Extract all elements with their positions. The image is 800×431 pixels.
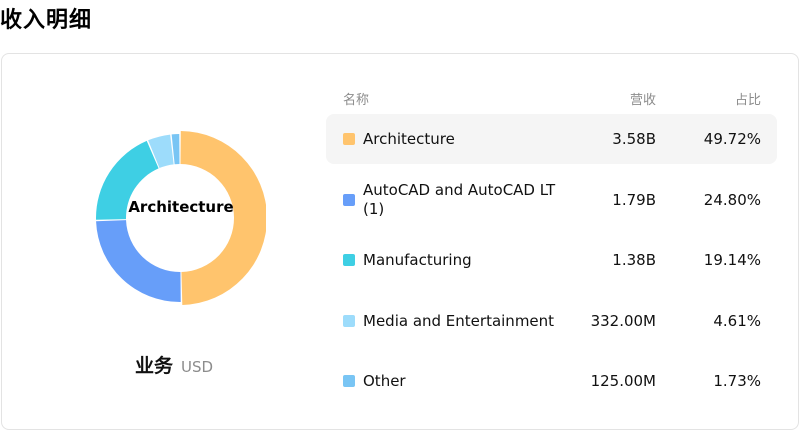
header-share: 占比 (734, 93, 761, 108)
legend-swatch (343, 194, 355, 206)
row-revenue: 332.00M (590, 312, 656, 330)
table-row[interactable]: Media and Entertainment 332.00M 4.61% (326, 296, 777, 346)
row-share: 4.61% (713, 312, 761, 330)
currency-label: USD (181, 358, 214, 376)
row-revenue: 1.79B (612, 191, 656, 209)
row-revenue: 1.38B (612, 251, 656, 269)
row-share: 49.72% (703, 130, 761, 148)
table-header: 名称 营收 占比 (326, 81, 777, 111)
segment-name: 业务 (135, 355, 174, 377)
row-share: 1.73% (713, 372, 761, 390)
table-row[interactable]: Architecture 3.58B 49.72% (326, 114, 777, 164)
row-name: Manufacturing (363, 250, 472, 269)
donut-slice[interactable] (180, 131, 266, 305)
legend-swatch (343, 254, 355, 266)
row-name: Other (363, 371, 406, 390)
row-name: Media and Entertainment (363, 311, 555, 330)
donut-slice[interactable] (171, 134, 180, 165)
segment-label: 业务 USD (135, 351, 214, 377)
donut-center-label: Architecture (128, 198, 234, 216)
row-name: AutoCAD and AutoCAD LT (1) (363, 181, 556, 218)
donut-chart: Architecture (96, 130, 266, 308)
donut-svg (96, 131, 266, 305)
row-revenue: 3.58B (612, 130, 656, 148)
row-name: Architecture (363, 129, 455, 148)
donut-slice[interactable] (96, 220, 181, 302)
page-title: 收入明细 (0, 8, 93, 33)
legend-swatch (343, 315, 355, 327)
table-row[interactable]: Manufacturing 1.38B 19.14% (326, 235, 777, 285)
header-revenue: 营收 (629, 93, 656, 108)
revenue-card: Architecture 业务 USD 名称 营收 占比 Architectur… (1, 53, 799, 430)
table-row[interactable]: AutoCAD and AutoCAD LT (1) 1.79B 24.80% (326, 175, 777, 225)
table-row[interactable]: Other 125.00M 1.73% (326, 356, 777, 406)
row-share: 24.80% (703, 191, 761, 209)
row-share: 19.14% (703, 251, 761, 269)
donut-slice[interactable] (96, 140, 159, 220)
header-name: 名称 (343, 93, 370, 108)
row-revenue: 125.00M (590, 372, 656, 390)
donut-slice[interactable] (148, 134, 174, 169)
legend-swatch (343, 133, 355, 145)
revenue-table: 名称 营收 占比 Architecture 3.58B 49.72% AutoCAD … (326, 81, 777, 390)
legend-swatch (343, 375, 355, 387)
